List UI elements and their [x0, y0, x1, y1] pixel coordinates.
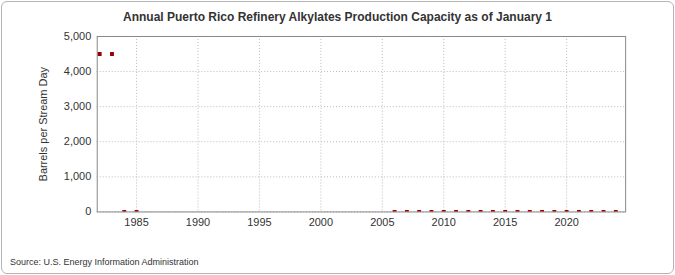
svg-text:1995: 1995: [247, 216, 271, 228]
svg-text:2010: 2010: [432, 216, 456, 228]
svg-text:0: 0: [85, 205, 91, 217]
svg-text:2,000: 2,000: [64, 135, 91, 147]
svg-text:5,000: 5,000: [64, 30, 91, 42]
svg-text:3,000: 3,000: [64, 100, 91, 112]
html-text:Annual Puerto Rico Refinery Al: Annual Puerto Rico Refinery Alkylates Pr…: [123, 10, 552, 24]
svg-text:1990: 1990: [186, 216, 210, 228]
svg-text:2000: 2000: [309, 216, 333, 228]
svg-text:4,000: 4,000: [64, 65, 91, 77]
svg-text:1985: 1985: [124, 216, 148, 228]
svg-text:2005: 2005: [370, 216, 394, 228]
svg-text:2015: 2015: [493, 216, 517, 228]
svg-text:2020: 2020: [554, 216, 578, 228]
svg-text:1,000: 1,000: [64, 170, 91, 182]
svg-text:Barrels per Stream Day: Barrels per Stream Day: [37, 66, 49, 181]
html-text:Source: U.S. Energy Informatio: Source: U.S. Energy Information Administ…: [10, 257, 199, 267]
